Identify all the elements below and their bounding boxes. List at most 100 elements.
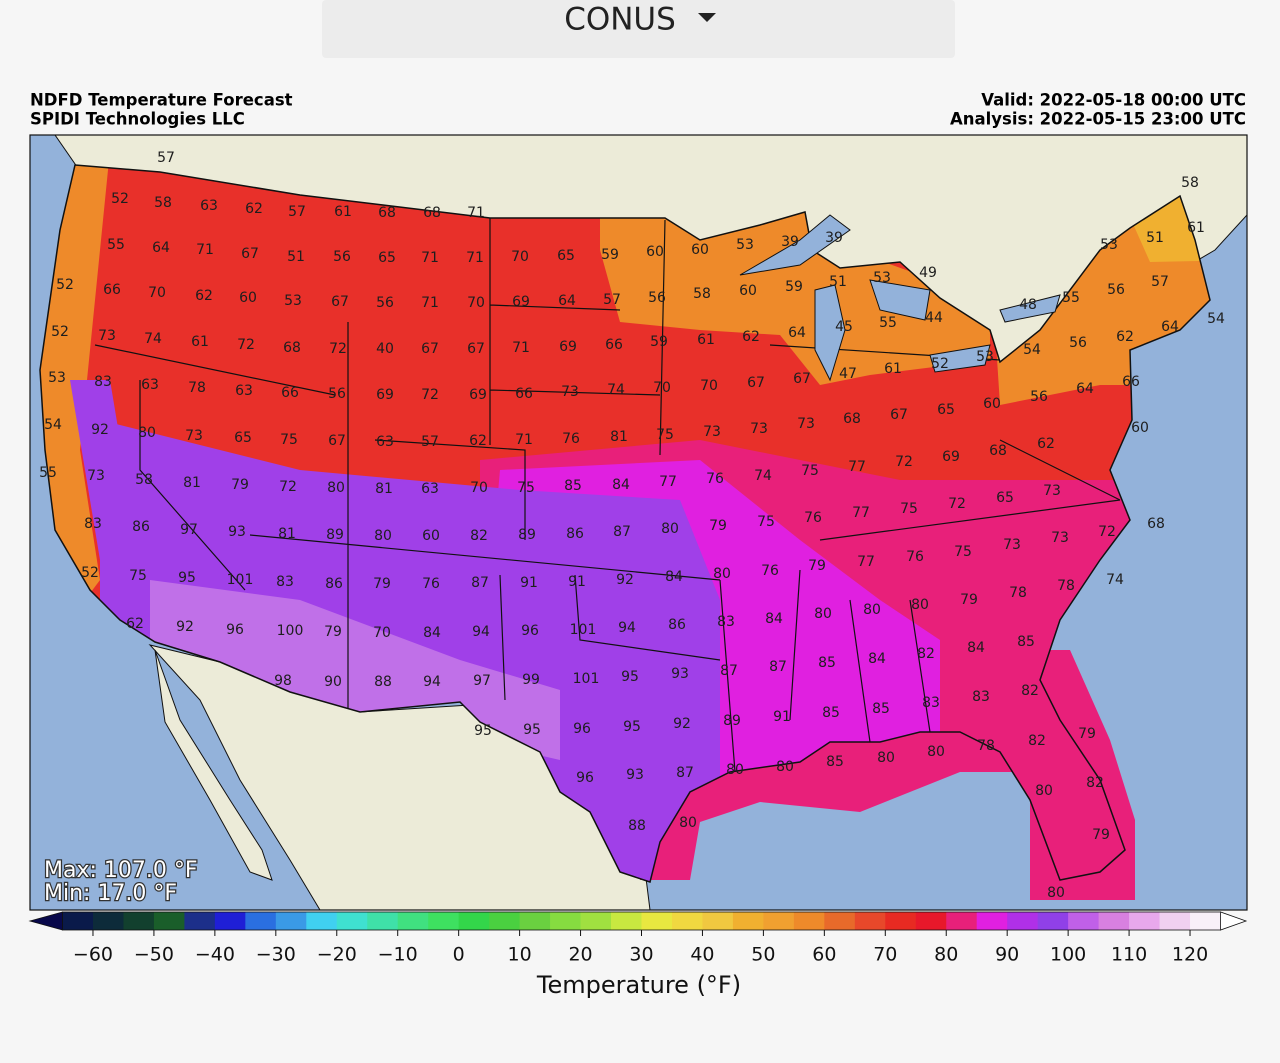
station-temp: 58 bbox=[693, 286, 711, 302]
station-temp: 88 bbox=[628, 818, 646, 834]
station-temp: 55 bbox=[879, 315, 897, 331]
station-temp: 68 bbox=[283, 340, 301, 356]
station-temp: 80 bbox=[726, 762, 744, 778]
dropdown-caret[interactable] bbox=[698, 13, 716, 22]
station-temp: 79 bbox=[709, 518, 727, 534]
colorbar-bin bbox=[641, 912, 673, 930]
station-temp: 53 bbox=[48, 370, 66, 386]
colorbar-bin bbox=[519, 912, 551, 930]
valid-time: Valid: 2022-05-18 00:00 UTC bbox=[981, 91, 1246, 110]
station-temp: 66 bbox=[605, 337, 623, 353]
station-temp: 39 bbox=[825, 230, 843, 246]
station-temp: 73 bbox=[1003, 537, 1021, 553]
station-temp: 66 bbox=[281, 385, 299, 401]
station-temp: 62 bbox=[469, 433, 487, 449]
dropdown-label[interactable]: CONUS bbox=[564, 2, 676, 38]
station-temp: 91 bbox=[773, 709, 791, 725]
station-temp: 53 bbox=[1100, 237, 1118, 253]
station-temp: 63 bbox=[376, 434, 394, 450]
station-temp: 78 bbox=[188, 380, 206, 396]
station-temp: 84 bbox=[765, 611, 783, 627]
station-temp: 82 bbox=[1086, 775, 1104, 791]
station-temp: 82 bbox=[1028, 733, 1046, 749]
station-temp: 73 bbox=[98, 328, 116, 344]
colorbar-bin bbox=[245, 912, 277, 930]
station-temp: 81 bbox=[375, 481, 393, 497]
station-temp: 89 bbox=[326, 527, 344, 543]
station-temp: 87 bbox=[676, 765, 694, 781]
station-temp: 92 bbox=[91, 422, 109, 438]
station-temp: 80 bbox=[911, 597, 929, 613]
station-temp: 83 bbox=[717, 614, 735, 630]
station-temp: 73 bbox=[87, 468, 105, 484]
station-temp: 82 bbox=[917, 646, 935, 662]
station-temp: 80 bbox=[327, 480, 345, 496]
station-temp: 60 bbox=[983, 396, 1001, 412]
station-temp: 71 bbox=[196, 242, 214, 258]
station-temp: 49 bbox=[919, 265, 937, 281]
station-temp: 88 bbox=[374, 674, 392, 690]
station-temp: 80 bbox=[679, 815, 697, 831]
station-temp: 60 bbox=[691, 242, 709, 258]
station-labels: 57 52 58 63 62 57 61 68 68 71 55 64 71 67 51 56 65 71 71 70… bbox=[39, 150, 1225, 901]
station-temp: 72 bbox=[948, 496, 966, 512]
station-temp: 101 bbox=[570, 622, 597, 638]
station-temp: 94 bbox=[472, 624, 490, 640]
station-temp: 101 bbox=[227, 572, 254, 588]
colorbar-bin bbox=[214, 912, 246, 930]
station-temp: 93 bbox=[671, 666, 689, 682]
station-temp: 92 bbox=[673, 716, 691, 732]
station-temp: 58 bbox=[154, 195, 172, 211]
station-temp: 80 bbox=[138, 425, 156, 441]
colorbar-tick-label: −60 bbox=[73, 944, 113, 966]
station-temp: 63 bbox=[200, 198, 218, 214]
station-temp: 71 bbox=[467, 205, 485, 221]
station-temp: 91 bbox=[520, 575, 538, 591]
colorbar-tick-label: 40 bbox=[690, 944, 714, 966]
station-temp: 67 bbox=[793, 371, 811, 387]
station-temp: 47 bbox=[839, 366, 857, 382]
dropdown[interactable] bbox=[322, 0, 955, 58]
station-temp: 86 bbox=[668, 617, 686, 633]
station-temp: 60 bbox=[422, 528, 440, 544]
station-temp: 77 bbox=[659, 474, 677, 490]
baja bbox=[154, 649, 273, 881]
colorbar-tick-label: 90 bbox=[995, 944, 1019, 966]
station-temp: 81 bbox=[278, 526, 296, 542]
station-temp: 92 bbox=[176, 619, 194, 635]
colorbar-bin bbox=[397, 912, 429, 930]
station-temp: 94 bbox=[618, 620, 636, 636]
station-temp: 77 bbox=[848, 459, 866, 475]
station-temp: 40 bbox=[376, 341, 394, 357]
station-temp: 75 bbox=[801, 463, 819, 479]
station-temp: 73 bbox=[703, 424, 721, 440]
station-temp: 71 bbox=[466, 250, 484, 266]
station-temp: 86 bbox=[325, 576, 343, 592]
station-temp: 63 bbox=[141, 377, 159, 393]
station-temp: 70 bbox=[373, 625, 391, 641]
station-temp: 70 bbox=[700, 378, 718, 394]
colorbar-bin bbox=[946, 912, 978, 930]
station-temp: 60 bbox=[1131, 420, 1149, 436]
station-temp: 67 bbox=[421, 341, 439, 357]
station-temp: 62 bbox=[1116, 329, 1134, 345]
station-temp: 85 bbox=[872, 701, 890, 717]
station-temp: 61 bbox=[697, 332, 715, 348]
station-temp: 51 bbox=[287, 249, 305, 265]
colorbar-bin bbox=[428, 912, 460, 930]
station-temp: 54 bbox=[44, 417, 62, 433]
colorbar-bin bbox=[915, 912, 947, 930]
station-temp: 85 bbox=[1017, 634, 1035, 650]
station-temp: 62 bbox=[126, 616, 144, 632]
map: 57 52 58 63 62 57 61 68 68 71 55 64 71 67 51 56 65 71 71 70… bbox=[30, 135, 1247, 910]
colorbar-bin bbox=[62, 912, 94, 930]
station-temp: 101 bbox=[573, 671, 600, 687]
station-temp: 73 bbox=[1043, 483, 1061, 499]
map-frame bbox=[29, 134, 1248, 911]
station-temp: 86 bbox=[566, 526, 584, 542]
station-temp: 67 bbox=[467, 341, 485, 357]
station-temp: 60 bbox=[239, 290, 257, 306]
station-temp: 69 bbox=[512, 294, 530, 310]
station-temp: 75 bbox=[129, 568, 147, 584]
colorbar-bin bbox=[580, 912, 612, 930]
